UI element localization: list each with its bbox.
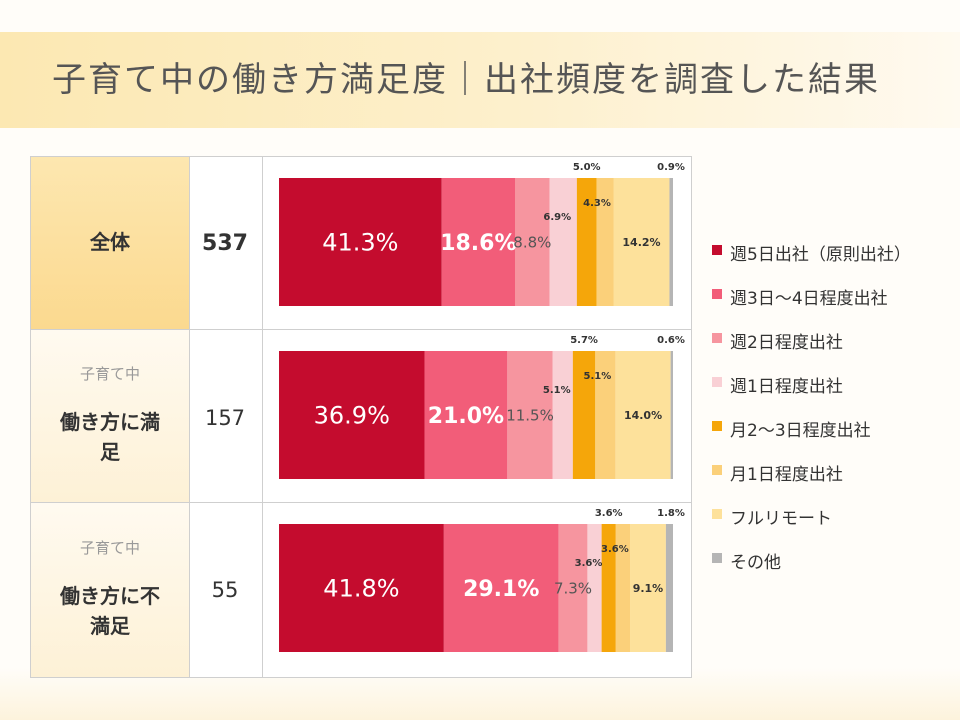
legend-label: 月1日程度出社 bbox=[730, 465, 843, 485]
legend-label: 月2〜3日程度出社 bbox=[730, 421, 871, 441]
bar-segment bbox=[596, 178, 614, 306]
bar-segment bbox=[595, 351, 616, 479]
legend-label: フルリモート bbox=[730, 509, 832, 529]
data-label: 14.2% bbox=[622, 236, 660, 249]
data-label: 3.6% bbox=[595, 508, 623, 519]
legend-label: その他 bbox=[730, 553, 781, 573]
legend-swatch bbox=[712, 465, 722, 475]
data-label: 6.9% bbox=[543, 212, 571, 223]
legend-item: 週3日〜4日程度出社 bbox=[712, 284, 952, 328]
data-label: 8.8% bbox=[513, 233, 551, 251]
legend: 週5日出社（原則出社） 週3日〜4日程度出社 週2日程度出社 週1日程度出社月2〜3日… bbox=[712, 240, 952, 592]
data-label: 9.1% bbox=[633, 582, 664, 595]
row-sublabel-unsatisfied: 子育て中 bbox=[79, 539, 140, 557]
bar-segment bbox=[665, 524, 673, 652]
row-divider bbox=[31, 329, 691, 330]
bar-segment bbox=[630, 524, 666, 652]
legend-item: その他 bbox=[712, 548, 952, 592]
row-count-unsatisfied: 55 bbox=[211, 578, 239, 602]
legend-item: 月1日程度出社 bbox=[712, 460, 952, 504]
data-label: 18.6% bbox=[440, 231, 516, 256]
legend-label: 週3日〜4日程度出社 bbox=[730, 289, 888, 309]
legend-label: 週5日出社（原則出社） bbox=[730, 245, 911, 265]
bar-segment bbox=[552, 351, 573, 479]
legend-item: フルリモート bbox=[712, 504, 952, 548]
legend-item: 月2〜3日程度出社 bbox=[712, 416, 952, 460]
legend-swatch bbox=[712, 509, 722, 519]
row-label-unsatisfied: 働き方に不満足 bbox=[60, 584, 160, 638]
data-label: 41.8% bbox=[323, 575, 399, 603]
bar-segment bbox=[515, 178, 550, 306]
bar-segment bbox=[613, 178, 670, 306]
data-label: 41.3% bbox=[322, 229, 398, 257]
data-label: 5.0% bbox=[573, 162, 601, 173]
bar-segment bbox=[670, 351, 673, 479]
bar-segment bbox=[441, 178, 516, 306]
legend-swatch bbox=[712, 377, 722, 387]
legend-label: 週2日程度出社 bbox=[730, 333, 843, 353]
row-label-overall: 全体 bbox=[90, 230, 130, 254]
column-divider bbox=[189, 157, 190, 677]
row-label-satisfied: 働き方に満足 bbox=[60, 410, 160, 464]
legend-swatch bbox=[712, 245, 722, 255]
bar-segment bbox=[549, 178, 577, 306]
legend-swatch bbox=[712, 421, 722, 431]
bar-segment bbox=[576, 178, 597, 306]
data-label: 5.1% bbox=[543, 385, 571, 396]
data-label: 21.0% bbox=[428, 404, 504, 429]
data-label: 3.6% bbox=[601, 544, 629, 555]
bar-segment bbox=[601, 524, 616, 652]
bar-segment bbox=[587, 524, 602, 652]
data-label: 5.7% bbox=[570, 335, 598, 346]
label-cell-satisfied bbox=[31, 330, 189, 502]
data-label: 5.1% bbox=[583, 371, 611, 382]
row-count-satisfied: 157 bbox=[204, 406, 246, 430]
data-label: 36.9% bbox=[314, 402, 390, 430]
legend-swatch bbox=[712, 289, 722, 299]
legend-item: 週2日程度出社 bbox=[712, 328, 952, 372]
bar-segment bbox=[279, 178, 442, 306]
bar-segment bbox=[279, 351, 425, 479]
row-divider bbox=[31, 502, 691, 503]
data-label: 3.6% bbox=[575, 558, 603, 569]
title-band bbox=[0, 32, 960, 128]
bar-segment bbox=[558, 524, 588, 652]
legend-label: 週1日程度出社 bbox=[730, 377, 843, 397]
row-count-overall: 537 bbox=[202, 231, 248, 256]
bar-segment bbox=[615, 524, 631, 652]
label-cell-overall bbox=[31, 157, 189, 329]
label-cell-unsatisfied bbox=[31, 503, 189, 677]
data-label: 0.6% bbox=[657, 335, 685, 346]
bar-segment bbox=[507, 351, 553, 479]
column-divider bbox=[262, 157, 263, 677]
legend-item: 週1日程度出社 bbox=[712, 372, 952, 416]
data-label: 7.3% bbox=[554, 579, 592, 597]
page-title: 子育て中の働き方満足度｜出社頻度を調査した結果 bbox=[52, 60, 880, 100]
bar-segment bbox=[279, 524, 444, 652]
bar-segment bbox=[424, 351, 508, 479]
legend-item: 週5日出社（原則出社） bbox=[712, 240, 952, 284]
data-label: 1.8% bbox=[657, 508, 685, 519]
bar-segment bbox=[669, 178, 673, 306]
bar-segment bbox=[572, 351, 596, 479]
data-label: 4.3% bbox=[583, 198, 611, 209]
bar-segment bbox=[443, 524, 559, 652]
legend-swatch bbox=[712, 333, 722, 343]
data-label: 0.9% bbox=[657, 162, 685, 173]
legend-swatch bbox=[712, 553, 722, 563]
data-label: 11.5% bbox=[506, 406, 554, 424]
data-label: 29.1% bbox=[463, 577, 539, 602]
row-sublabel-satisfied: 子育て中 bbox=[79, 365, 140, 383]
data-label: 14.0% bbox=[624, 409, 662, 422]
bar-segment bbox=[615, 351, 671, 479]
